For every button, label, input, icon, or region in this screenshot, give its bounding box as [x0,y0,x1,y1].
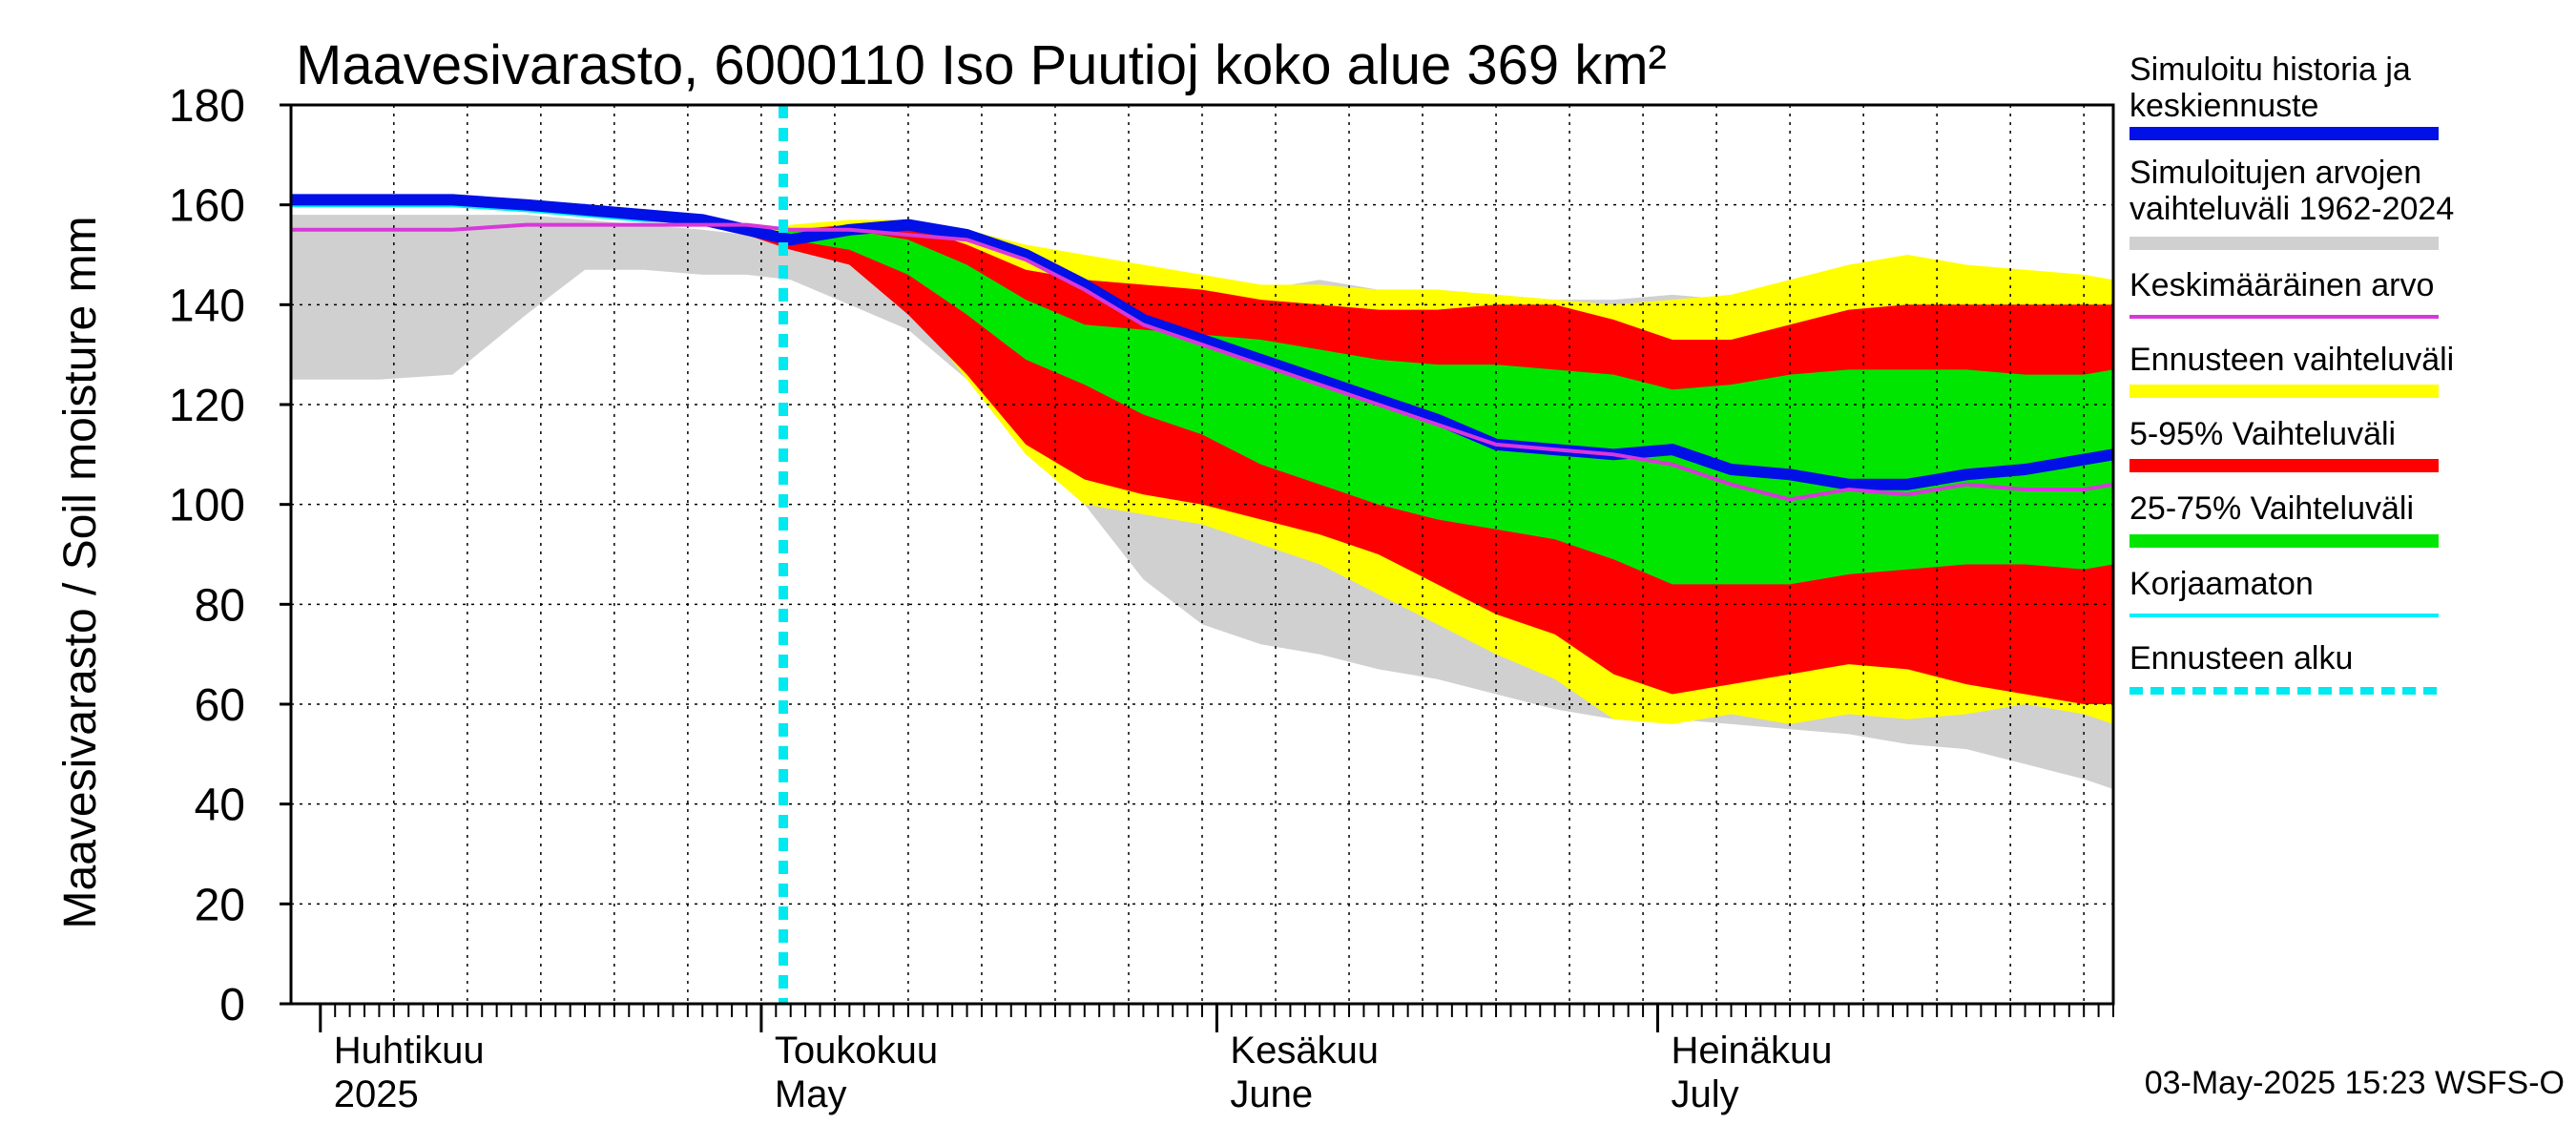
y-tick-label: 140 [169,281,245,331]
y-tick-label: 120 [169,381,245,431]
y-axis-label: Maavesivarasto / Soil moisture mm [55,217,106,929]
grid-layer [291,105,2113,1004]
legend-label: Simuloitu historia ja keskiennuste [2129,52,2411,124]
legend-label: Ennusteen vaihteluväli [2129,342,2454,378]
y-tick-label: 180 [169,81,245,132]
y-tick-label: 160 [169,181,245,232]
legend-label: 25-75% Vaihteluväli [2129,490,2414,527]
legend-label: Korjaamaton [2129,566,2314,602]
y-tick-label: 100 [169,481,245,531]
lines-layer [291,105,2115,1004]
month-label-fi: Huhtikuu [334,1030,485,1072]
legend: Simuloitu historia ja keskiennuste Simuloi… [2129,52,2454,695]
y-tick-label: 20 [195,880,245,930]
month-label-fi: Heinäkuu [1672,1030,1833,1072]
y-tick-label: 40 [195,781,245,831]
y-tick-label: 0 [219,980,245,1030]
median-line [291,194,2115,490]
legend-label: 5-95% Vaihteluväli [2129,416,2396,452]
chart-title: Maavesivarasto, 6000110 Iso Puutioj koko… [296,34,1667,96]
legend-label: Keskimääräinen arvo [2129,267,2434,303]
month-label-fi: Kesäkuu [1230,1030,1379,1072]
mean-line [291,222,2114,502]
y-tick-label: 60 [195,680,245,731]
month-label-en: June [1230,1073,1313,1115]
month-label-en: July [1672,1073,1739,1115]
legend-label: Ennusteen alku [2129,640,2353,677]
month-label-fi: Toukokuu [775,1030,938,1072]
legend-label: Simuloitujen arvojen vaihteluväli 1962-20… [2129,155,2454,227]
month-label-en: 2025 [334,1073,419,1115]
month-label-en: May [775,1073,847,1115]
timestamp: 03-May-2025 15:23 WSFS-O [2145,1065,2565,1101]
y-tick-label: 80 [195,580,245,631]
